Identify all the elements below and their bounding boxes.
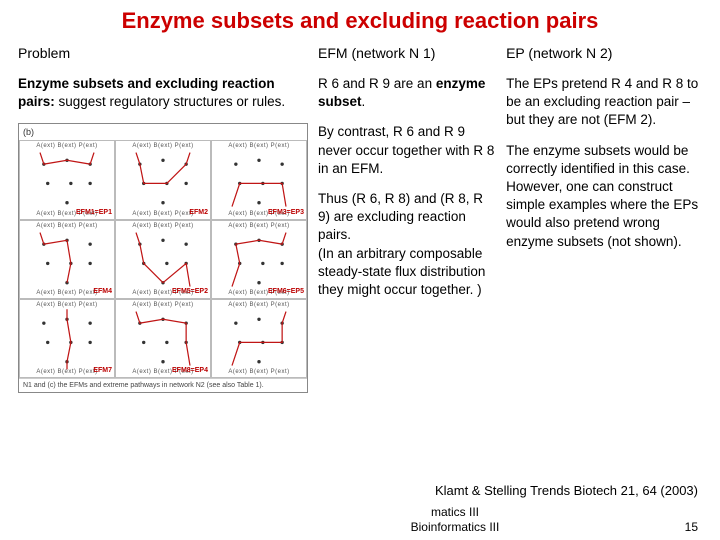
efm-p1c: .	[362, 94, 366, 109]
figure-cell: A(ext) B(ext) P(ext)A(ext) B(ext) P(ext)…	[19, 299, 115, 378]
col-efm: EFM (network N 1) R 6 and R 9 are an enz…	[318, 44, 496, 393]
citation: Klamt & Stelling Trends Biotech 21, 64 (…	[435, 483, 698, 498]
header-problem: Problem	[18, 44, 308, 63]
header-efm: EFM (network N 1)	[318, 44, 496, 63]
col-ep: EP (network N 2) The EPs pretend R 4 and…	[506, 44, 702, 393]
figure-grid: A(ext) B(ext) P(ext)A(ext) B(ext) P(ext)…	[19, 140, 307, 377]
figure-cell: A(ext) B(ext) P(ext)A(ext) B(ext) P(ext)…	[19, 220, 115, 299]
problem-rest: suggest regulatory structures or rules.	[55, 94, 285, 109]
figure-cell: A(ext) B(ext) P(ext)A(ext) B(ext) P(ext)…	[19, 140, 115, 219]
problem-text: Enzyme subsets and excluding reaction pa…	[18, 75, 308, 111]
figure-cell: A(ext) B(ext) P(ext)A(ext) B(ext) P(ext)…	[211, 140, 307, 219]
header-ep: EP (network N 2)	[506, 44, 702, 63]
columns: Problem Enzyme subsets and excluding rea…	[18, 44, 702, 393]
figure-panel-label: (b)	[19, 124, 307, 140]
figure-cell: A(ext) B(ext) P(ext)A(ext) B(ext) P(ext)…	[115, 299, 211, 378]
figure-cell: A(ext) B(ext) P(ext)A(ext) B(ext) P(ext)	[211, 299, 307, 378]
efm-figure: (b) A(ext) B(ext) P(ext)A(ext) B(ext) P(…	[18, 123, 308, 393]
footer-line2: Bioinformatics III	[411, 520, 500, 534]
figure-cell: A(ext) B(ext) P(ext)A(ext) B(ext) P(ext)…	[211, 220, 307, 299]
footer-center: matics III Bioinformatics III	[0, 505, 660, 534]
col-problem: Problem Enzyme subsets and excluding rea…	[18, 44, 308, 393]
efm-p2: By contrast, R 6 and R 9 never occur tog…	[318, 123, 496, 178]
figure-cell: A(ext) B(ext) P(ext)A(ext) B(ext) P(ext)…	[115, 140, 211, 219]
efm-p1: R 6 and R 9 are an enzyme subset.	[318, 75, 496, 111]
footer: matics III Bioinformatics III 15	[0, 505, 720, 534]
slide-title: Enzyme subsets and excluding reaction pa…	[18, 8, 702, 34]
figure-caption: N1 and (c) the EFMs and extreme pathways…	[19, 378, 307, 392]
figure-cell: A(ext) B(ext) P(ext)A(ext) B(ext) P(ext)…	[115, 220, 211, 299]
ep-p2: The enzyme subsets would be correctly id…	[506, 142, 702, 251]
efm-p1a: R 6 and R 9 are an	[318, 76, 436, 91]
ep-p1: The EPs pretend R 4 and R 8 to be an exc…	[506, 75, 702, 130]
footer-line1: matics III	[431, 505, 479, 519]
efm-p3: Thus (R 6, R 8) and (R 8, R 9) are exclu…	[318, 190, 496, 299]
page-number: 15	[660, 520, 720, 534]
